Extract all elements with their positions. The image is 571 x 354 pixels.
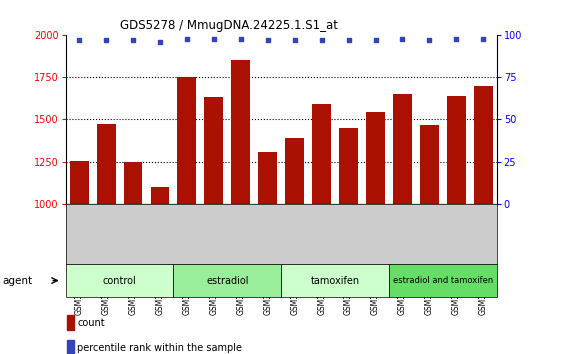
Point xyxy=(344,38,353,43)
Point xyxy=(182,36,191,41)
Bar xyxy=(366,112,385,354)
Bar xyxy=(420,125,439,354)
Bar xyxy=(312,103,331,354)
FancyBboxPatch shape xyxy=(389,264,497,297)
Point xyxy=(128,38,138,43)
Bar xyxy=(123,161,142,354)
Text: estradiol and tamoxifen: estradiol and tamoxifen xyxy=(393,276,493,285)
Text: GDS5278 / MmugDNA.24225.1.S1_at: GDS5278 / MmugDNA.24225.1.S1_at xyxy=(120,19,339,33)
Bar xyxy=(474,86,493,354)
Bar xyxy=(447,96,466,354)
Text: percentile rank within the sample: percentile rank within the sample xyxy=(77,343,242,353)
Bar xyxy=(231,60,250,354)
FancyBboxPatch shape xyxy=(66,264,174,297)
Point xyxy=(102,38,111,43)
Bar xyxy=(286,138,304,354)
Point xyxy=(452,36,461,41)
Bar xyxy=(96,124,115,354)
Point xyxy=(263,38,272,43)
Text: tamoxifen: tamoxifen xyxy=(311,275,360,286)
Point xyxy=(478,36,488,41)
Text: control: control xyxy=(103,275,136,286)
Point xyxy=(317,38,326,43)
Bar xyxy=(70,161,89,354)
FancyBboxPatch shape xyxy=(174,264,281,297)
Point xyxy=(425,38,434,43)
Bar xyxy=(204,97,223,354)
Point xyxy=(290,38,299,43)
Bar xyxy=(258,152,277,354)
Bar xyxy=(339,128,358,354)
Point xyxy=(75,38,84,43)
Text: agent: agent xyxy=(3,275,33,286)
Point xyxy=(155,39,164,45)
Point xyxy=(236,36,246,41)
Bar xyxy=(67,315,74,330)
Point xyxy=(371,38,380,43)
FancyBboxPatch shape xyxy=(281,264,389,297)
Bar xyxy=(178,78,196,354)
Bar xyxy=(67,340,74,354)
Bar xyxy=(393,94,412,354)
Text: count: count xyxy=(77,318,104,328)
Point xyxy=(398,36,407,41)
Bar xyxy=(151,187,170,354)
Point xyxy=(210,36,219,41)
Text: estradiol: estradiol xyxy=(206,275,248,286)
